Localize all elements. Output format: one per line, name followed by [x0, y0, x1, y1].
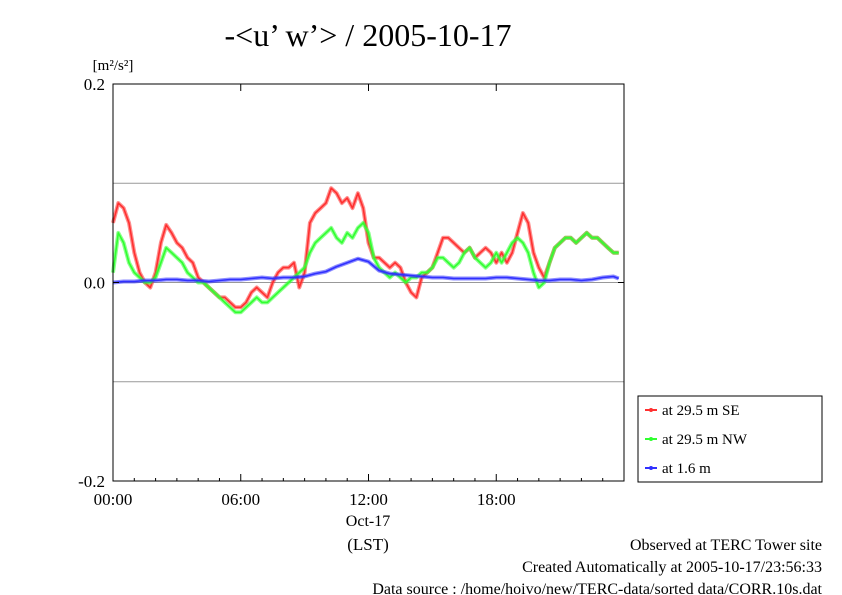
date-label: Oct-17 — [346, 513, 390, 530]
y-tick-label: 0.2 — [84, 75, 105, 94]
legend-label: at 1.6 m — [662, 461, 711, 477]
x-tick-label: 18:00 — [477, 490, 516, 509]
legend-label: at 29.5 m NW — [662, 432, 748, 448]
footer-site: Observed at TERC Tower site — [630, 537, 822, 554]
series-line-1 — [112, 187, 619, 309]
legend-marker — [649, 408, 653, 412]
legend-marker — [649, 437, 653, 441]
y-axis: 0.2 0.0 -0.2 — [78, 75, 624, 491]
chart-title: -<u’ w’> / 2005-10-17 — [225, 17, 512, 53]
series-line-3 — [112, 257, 619, 284]
legend: at 29.5 m SE at 29.5 m NW at 1.6 m — [637, 395, 823, 483]
x-tick-label: 12:00 — [349, 490, 388, 509]
legend-marker — [649, 466, 653, 470]
legend-label: at 29.5 m SE — [662, 403, 740, 419]
y-tick-label: 0.0 — [84, 274, 105, 293]
footer-created: Created Automatically at 2005-10-17/23:5… — [522, 559, 822, 576]
series-halo-1 — [111, 186, 619, 310]
legend-box — [637, 395, 823, 483]
series-halo-3 — [112, 256, 620, 285]
x-axis: 00:00 06:00 12:00 18:00 — [94, 84, 604, 509]
y-tick-label: -0.2 — [78, 472, 105, 491]
y-axis-unit: [m²/s²] — [93, 58, 134, 74]
x-axis-label: (LST) — [347, 535, 389, 554]
x-tick-label: 06:00 — [221, 490, 260, 509]
x-tick-label: 00:00 — [94, 490, 133, 509]
series-layer — [111, 186, 620, 315]
footer-source: Data source : /home/hoivo/new/TERC-data/… — [372, 581, 822, 595]
